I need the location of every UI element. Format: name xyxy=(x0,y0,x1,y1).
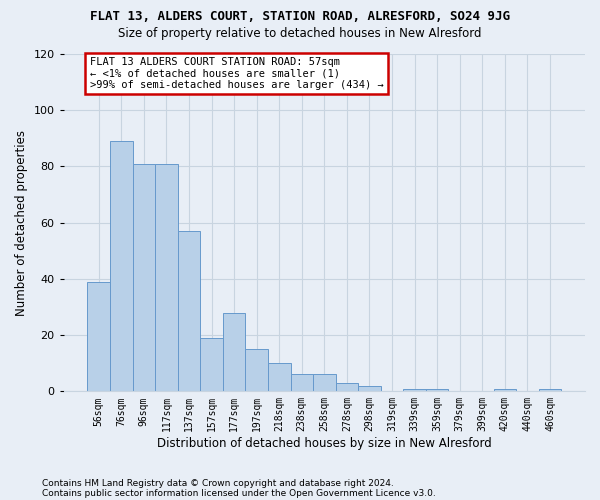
Bar xyxy=(88,282,110,392)
Bar xyxy=(403,388,426,392)
Bar xyxy=(426,388,448,392)
Bar xyxy=(223,312,245,392)
Bar xyxy=(494,388,516,392)
Bar xyxy=(178,231,200,392)
X-axis label: Distribution of detached houses by size in New Alresford: Distribution of detached houses by size … xyxy=(157,437,492,450)
Bar xyxy=(268,363,290,392)
Bar xyxy=(335,383,358,392)
Y-axis label: Number of detached properties: Number of detached properties xyxy=(15,130,28,316)
Bar xyxy=(290,374,313,392)
Bar xyxy=(200,338,223,392)
Text: Size of property relative to detached houses in New Alresford: Size of property relative to detached ho… xyxy=(118,28,482,40)
Text: FLAT 13 ALDERS COURT STATION ROAD: 57sqm
← <1% of detached houses are smaller (1: FLAT 13 ALDERS COURT STATION ROAD: 57sqm… xyxy=(89,57,383,90)
Text: Contains public sector information licensed under the Open Government Licence v3: Contains public sector information licen… xyxy=(42,488,436,498)
Bar xyxy=(245,349,268,392)
Text: Contains HM Land Registry data © Crown copyright and database right 2024.: Contains HM Land Registry data © Crown c… xyxy=(42,478,394,488)
Bar xyxy=(539,388,562,392)
Bar xyxy=(155,164,178,392)
Bar xyxy=(133,164,155,392)
Bar xyxy=(313,374,335,392)
Bar xyxy=(358,386,381,392)
Text: FLAT 13, ALDERS COURT, STATION ROAD, ALRESFORD, SO24 9JG: FLAT 13, ALDERS COURT, STATION ROAD, ALR… xyxy=(90,10,510,23)
Bar xyxy=(110,141,133,392)
